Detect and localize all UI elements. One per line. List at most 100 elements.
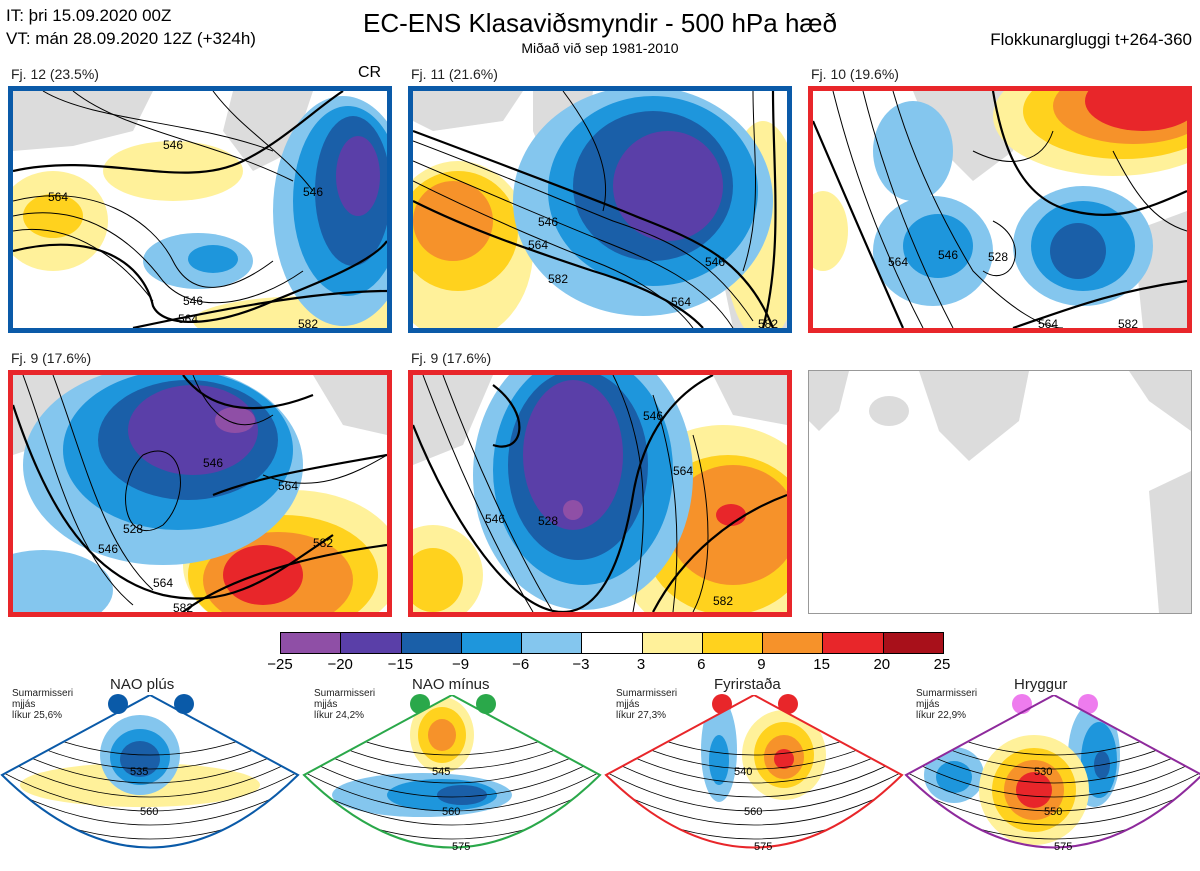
cluster-map-3-graphic: 564 546 528 564 582 [813,91,1187,328]
regime-contour-label: 535 [130,766,148,778]
regime-indicator-dot [1078,694,1098,714]
contour-label: 564 [153,576,173,590]
contour-label: 564 [671,295,691,309]
contour-label: 546 [183,294,203,308]
colorbar-tick-label: −25 [267,656,293,673]
page-title: EC-ENS Klasaviðsmyndir - 500 hPa hæð [363,8,837,38]
regime-contour-label: 550 [1044,806,1062,818]
regime-indicator-dot [778,694,798,714]
cluster-label-5: Fj. 9 (17.6%) [411,350,492,366]
regime-probability-note: Sumarmisseri mjjás líkur 22,9% [916,688,977,721]
colorbar-segment [823,633,884,653]
colorbar-tick-label: −15 [387,656,414,673]
regime-note-line: Sumarmisseri [12,688,74,699]
regime-indicator-dot [476,694,496,714]
regime-title: Hryggur [1014,676,1068,693]
reference-map-graphic [809,371,1191,613]
colorbar-tick-label: −20 [327,656,353,673]
colorbar-segment [341,633,402,653]
regime-contour-label: 560 [140,806,158,818]
cluster-label-4: Fj. 9 (17.6%) [11,350,92,366]
regime-indicator-dot [174,694,194,714]
colorbar-tick-label: 6 [697,656,706,673]
header-info: IT: þri 15.09.2020 00Z VT: mán 28.09.202… [6,4,256,50]
colorbar-segment [401,633,462,653]
contour-label: 546 [98,542,118,556]
colorbar-segment [582,633,643,653]
cluster-map-2-graphic: 546 564 582 546 564 582 [413,91,787,328]
contour-label: 582 [173,601,193,612]
regime-note-line: Sumarmisseri [616,688,678,699]
contour-label: 564 [673,464,693,478]
regime-note-line: Sumarmisseri [916,688,978,699]
cluster-map-5: 528 546 564 546 582 [408,370,792,617]
regime-probability-note: Sumarmisseri mjjás líkur 24,2% [314,688,375,721]
contour-label: 546 [643,409,663,423]
cluster-map-1-graphic: 546 564 546 564 582 546 [13,91,387,328]
regime-sector-map: 540 560 575 [604,695,904,853]
colorbar-segment [883,633,943,653]
initial-time: IT: þri 15.09.2020 00Z [6,6,172,25]
contour-label: 528 [123,522,143,536]
contour-label: 582 [758,317,778,328]
regime-note-line: mjjás [916,699,940,710]
contour-label: 528 [988,250,1008,264]
regime-contour-label: 575 [452,841,470,853]
cluster-map-5-graphic: 528 546 564 546 582 [413,375,787,612]
classification-window: Flokkunargluggi t+264-360 [990,30,1192,49]
cluster-map-4: 528 546 564 582 546 564 582 [8,370,392,617]
regime-contour-label: 545 [432,766,450,778]
contour-label: 564 [528,238,548,252]
colorbar-segment [281,633,342,653]
colorbar-tick-label: −6 [512,656,530,673]
regime-contour-label: 540 [734,766,752,778]
regime-note-line: Sumarmisseri [314,688,376,699]
contour-label: 582 [1118,317,1138,328]
regime-contour-label: 530 [1034,766,1052,778]
contour-label: 582 [298,317,318,328]
regime-contour-label: 575 [754,841,772,853]
colorbar-tick-label: 25 [933,656,951,673]
cluster-label-2: Fj. 11 (21.6%) [411,66,498,82]
cluster-label-1: Fj. 12 (23.5%) [11,66,99,82]
regime-note-line: mjjás [12,699,36,710]
reference-map [808,370,1192,614]
colorbar-segment [522,633,583,653]
regime-contour-label: 560 [744,806,762,818]
contour-label: 564 [1038,317,1058,328]
cluster-map-3: 564 546 528 564 582 [808,86,1192,333]
contour-label: 546 [163,138,183,152]
contour-label: 546 [705,255,725,269]
page-subtitle: Miðað við sep 1981-2010 [521,40,679,56]
control-run-tag: CR [358,64,382,81]
contour-label: 528 [538,514,558,528]
colorbar-segment [642,633,703,653]
contour-label: 546 [203,456,223,470]
regime-note-line: líkur 22,9% [916,710,967,721]
regime-note-line: mjjás [616,699,640,710]
regime-note-line: mjjás [314,699,338,710]
colorbar-tick-label: 15 [813,656,830,673]
anomaly-colorbar [280,632,944,654]
regime-sector-map: 535 560 [0,695,300,849]
colorbar-tick-label: 20 [873,656,891,673]
regime-probability-note: Sumarmisseri mjjás líkur 27,3% [616,688,677,721]
valid-time: VT: mán 28.09.2020 12Z (+324h) [6,29,256,48]
contour-label: 546 [938,248,958,262]
contour-label: 564 [278,479,298,493]
colorbar-segment [763,633,824,653]
contour-label: 582 [313,536,333,550]
cluster-map-1: 546 564 546 564 582 546 [8,86,392,333]
colorbar-segment [702,633,764,653]
contour-label: 546 [538,215,558,229]
regime-note-line: líkur 25,6% [12,710,63,721]
contour-label: 564 [48,190,68,204]
colorbar-tick-label: −3 [572,656,590,673]
contour-label: 582 [548,272,568,286]
contour-label: 546 [303,185,323,199]
colorbar-tick-label: 9 [757,656,766,673]
regime-sector-map: 545 560 575 [302,695,602,853]
regime-sector-map: 530 550 575 [904,695,1200,853]
regime-title: NAO plús [110,676,175,693]
colorbar-segment [461,633,523,653]
